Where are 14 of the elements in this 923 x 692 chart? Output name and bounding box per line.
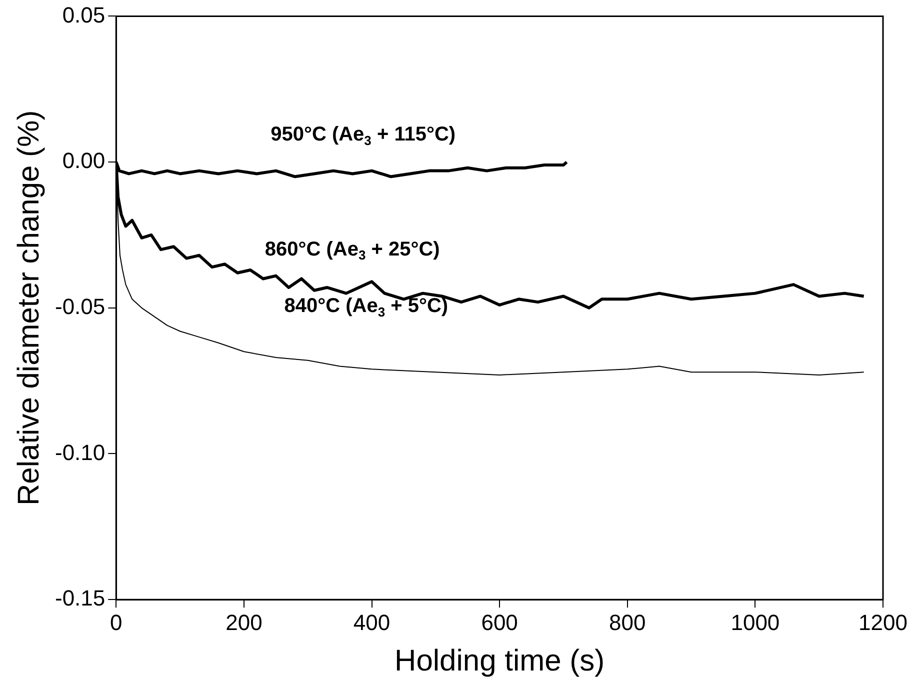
x-tick-label: 200 (226, 610, 262, 635)
x-tick-label: 1000 (730, 610, 780, 635)
y-tick-label: 0.05 (62, 2, 106, 28)
x-tick-label: 600 (481, 610, 518, 635)
x-tick-label: 400 (353, 610, 390, 635)
y-tick-label: -0.05 (54, 294, 106, 319)
x-axis-title: Holding time (s) (394, 644, 605, 678)
x-tick-label: 800 (609, 610, 646, 635)
x-tick-label: 1200 (858, 610, 908, 635)
y-tick-label: -0.10 (54, 440, 106, 465)
y-tick-label: 0.00 (62, 148, 106, 174)
y-axis-title: Relative diameter change (%) (12, 110, 46, 506)
y-tick-label: -0.15 (54, 586, 106, 611)
x-tick-label: 0 (110, 610, 122, 635)
